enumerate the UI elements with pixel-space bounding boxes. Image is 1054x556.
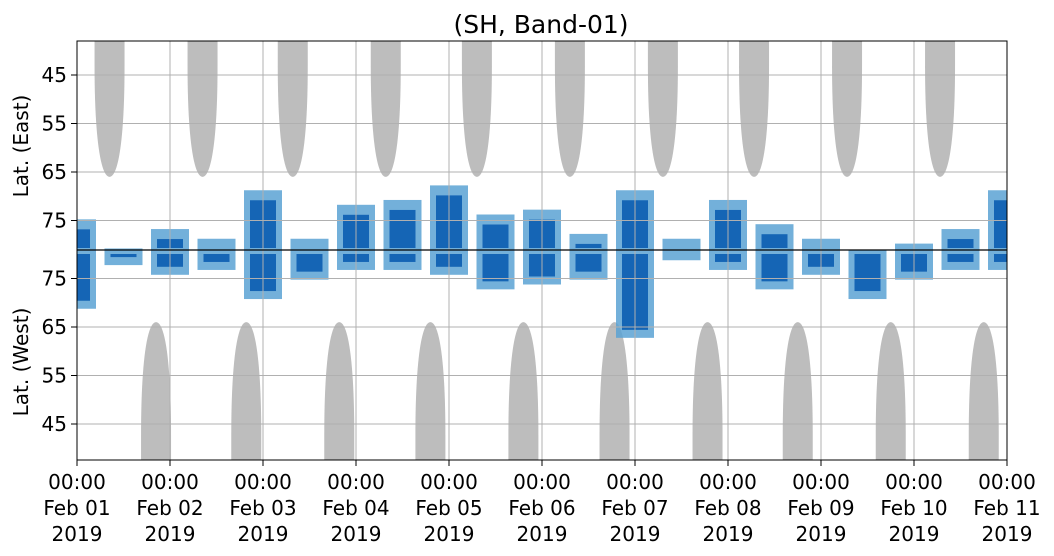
- x-tick-year: 2019: [889, 522, 940, 546]
- activity-strong-west: [203, 254, 230, 262]
- x-tick-time: 00:00: [327, 470, 385, 494]
- x-tick-year: 2019: [331, 522, 382, 546]
- activity-strong-west: [389, 254, 416, 262]
- daylight-region-west: [875, 322, 906, 460]
- y-tick-label: 55: [42, 112, 67, 136]
- x-tick-year: 2019: [517, 522, 568, 546]
- x-tick-year: 2019: [796, 522, 847, 546]
- activity-strong-east: [77, 229, 90, 248]
- x-tick-year: 2019: [703, 522, 754, 546]
- activity-strong-west: [482, 254, 509, 282]
- y-axis-label-east: Lat. (East): [9, 95, 33, 198]
- activity-strong-west: [947, 254, 974, 262]
- y-tick-label: 65: [42, 315, 67, 339]
- x-tick-time: 00:00: [885, 470, 943, 494]
- y-tick-label: 75: [42, 209, 67, 233]
- plot-area: [77, 41, 1007, 460]
- activity-strong-east: [994, 200, 1007, 248]
- x-tick-date: Feb 09: [787, 496, 854, 520]
- x-tick-year: 2019: [424, 522, 475, 546]
- x-tick-date: Feb 06: [508, 496, 575, 520]
- y-tick-label: 75: [42, 267, 67, 291]
- activity-strong-west: [761, 254, 788, 282]
- daylight-region-west: [782, 322, 813, 460]
- x-tick-date: Feb 08: [694, 496, 761, 520]
- x-tick-year: 2019: [610, 522, 661, 546]
- activity-weak-west: [104, 250, 143, 266]
- x-tick-time: 00:00: [978, 470, 1036, 494]
- daylight-region-west: [692, 322, 723, 460]
- y-tick-label: 65: [42, 160, 67, 184]
- y-axis-label-west: Lat. (West): [9, 308, 33, 417]
- activity-strong-west: [854, 254, 881, 292]
- activity-weak-east: [197, 238, 236, 250]
- daylight-region-west: [508, 322, 539, 460]
- activity-strong-west: [994, 254, 1007, 262]
- activity-weak-east: [662, 238, 701, 250]
- x-tick-time: 00:00: [48, 470, 106, 494]
- x-tick-date: Feb 03: [229, 496, 296, 520]
- activity-weak-east: [104, 248, 143, 250]
- x-tick-date: Feb 11: [973, 496, 1040, 520]
- x-tick-time: 00:00: [141, 470, 199, 494]
- daylight-region-west: [141, 322, 172, 460]
- x-tick-date: Feb 10: [880, 496, 947, 520]
- activity-strong-west: [110, 254, 137, 258]
- x-tick-date: Feb 01: [43, 496, 110, 520]
- daylight-region-west: [599, 322, 630, 460]
- daylight-region-west: [968, 322, 999, 460]
- x-tick-date: Feb 07: [601, 496, 668, 520]
- activity-strong-east: [761, 234, 788, 248]
- y-tick-label: 45: [42, 63, 67, 87]
- x-tick-time: 00:00: [234, 470, 292, 494]
- activity-weak-east: [290, 238, 329, 250]
- x-tick-year: 2019: [52, 522, 103, 546]
- daylight-region-west: [415, 322, 446, 460]
- activity-strong-east: [482, 224, 509, 248]
- x-tick-year: 2019: [145, 522, 196, 546]
- x-tick-time: 00:00: [606, 470, 664, 494]
- x-tick-year: 2019: [982, 522, 1033, 546]
- x-tick-date: Feb 02: [136, 496, 203, 520]
- x-tick-date: Feb 05: [415, 496, 482, 520]
- chart-title: (SH, Band-01): [453, 10, 628, 39]
- activity-strong-east: [947, 239, 974, 248]
- x-tick-date: Feb 04: [322, 496, 389, 520]
- x-tick-time: 00:00: [513, 470, 571, 494]
- daylight-region-west: [231, 322, 262, 460]
- activity-weak-west: [662, 250, 701, 261]
- x-tick-time: 00:00: [792, 470, 850, 494]
- x-tick-time: 00:00: [699, 470, 757, 494]
- activity-strong-east: [575, 243, 602, 248]
- daylight-region-west: [324, 322, 355, 460]
- plot-content: [77, 41, 1007, 460]
- x-tick-year: 2019: [238, 522, 289, 546]
- y-tick-label: 55: [42, 364, 67, 388]
- activity-strong-east: [389, 209, 416, 248]
- x-tick-time: 00:00: [420, 470, 478, 494]
- activity-strong-west: [296, 254, 323, 272]
- y-tick-label: 45: [42, 412, 67, 436]
- activity-strong-west: [575, 254, 602, 272]
- activity-strong-west: [77, 254, 90, 301]
